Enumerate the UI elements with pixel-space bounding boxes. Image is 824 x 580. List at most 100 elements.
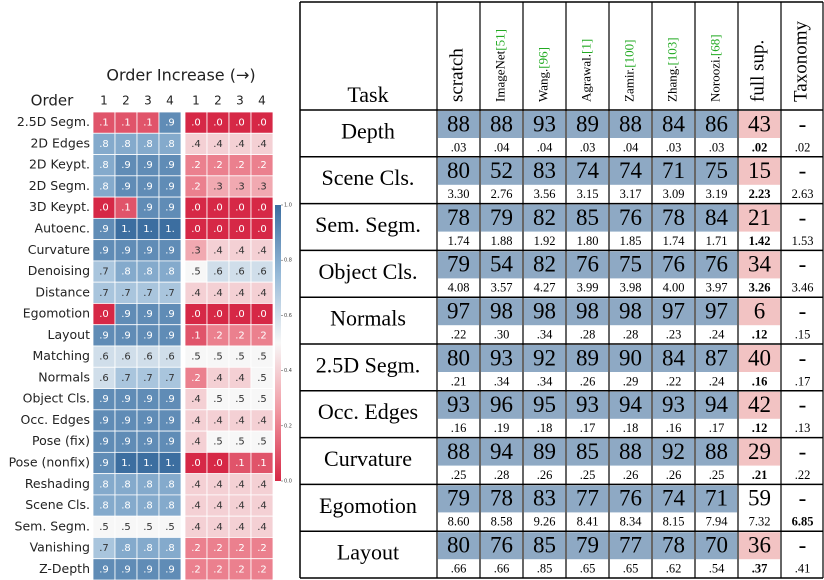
cell-bg — [481, 111, 522, 138]
cell-bg — [481, 345, 522, 372]
bottom-value: 8.15 — [663, 515, 685, 529]
cell-label: .4 — [213, 245, 223, 256]
cell-label: .8 — [165, 479, 175, 490]
cell-label: .9 — [121, 160, 131, 171]
row-label: Object Cls. — [23, 391, 90, 406]
cell-bg — [481, 532, 522, 560]
cell-label: .3 — [213, 181, 223, 192]
top-value: 85 — [576, 439, 599, 464]
bottom-value: .04 — [623, 140, 639, 154]
cell-label: .0 — [235, 203, 245, 214]
bottom-value: 7.32 — [749, 515, 771, 529]
cell-label: .9 — [165, 309, 175, 320]
row-label: Autoenc. — [35, 221, 90, 236]
cell-label: .8 — [99, 181, 109, 192]
column-name: Noroozi. — [707, 56, 722, 102]
bottom-value: 3.97 — [706, 281, 728, 295]
column-ref: [1] — [578, 39, 593, 54]
column-header: Wang.[96] — [535, 47, 550, 102]
cell-label: .9 — [99, 394, 109, 405]
column-name: ImageNet — [492, 50, 507, 102]
cell-label: .9 — [99, 415, 109, 426]
cell-bg — [610, 157, 651, 185]
cell-bg — [481, 157, 522, 185]
cell-bg — [653, 111, 694, 138]
bottom-value: .34 — [537, 327, 553, 341]
bottom-value: .23 — [666, 327, 682, 341]
cell-label: .9 — [143, 309, 153, 320]
top-value: 76 — [662, 252, 685, 277]
bottom-value: 8.60 — [448, 515, 470, 529]
cell-bg — [739, 345, 780, 372]
top-value: 42 — [748, 392, 771, 417]
cell-label: .9 — [99, 458, 109, 469]
row-label: Vanishing — [30, 540, 90, 555]
top-value: 85 — [533, 532, 556, 557]
cell-bg — [653, 532, 694, 560]
bottom-value: 1.92 — [534, 234, 556, 248]
cell-label: .4 — [257, 479, 267, 490]
cell-bg — [438, 111, 479, 138]
colorbar-tick-label: 1.0 — [284, 203, 292, 209]
column-name: full sup. — [748, 40, 769, 102]
cell-bg — [696, 157, 737, 185]
cell-label: .1 — [99, 118, 109, 129]
task-label: 2.5D Segm. — [316, 352, 421, 377]
top-value: 74 — [576, 158, 600, 183]
row-label: Sem. Segm. — [15, 518, 90, 533]
cell-label: .9 — [121, 330, 131, 341]
cell-label: .7 — [99, 267, 109, 278]
bottom-value: 4.08 — [448, 281, 470, 295]
bottom-value: .17 — [709, 421, 725, 435]
cell-label: .5 — [257, 394, 267, 405]
cell-label: .4 — [191, 479, 201, 490]
cell-bg — [567, 251, 608, 279]
bottom-value: .24 — [709, 327, 725, 341]
cell-label: .9 — [143, 181, 153, 192]
cell-bg — [524, 251, 565, 279]
column-name: scratch — [447, 48, 468, 102]
cell-label: .4 — [235, 373, 245, 384]
column-label: 3 — [236, 94, 244, 108]
cell-label: .2 — [213, 543, 223, 554]
top-value: 98 — [576, 298, 599, 323]
column-name: Agrawal. — [578, 54, 593, 102]
cell-bg — [739, 532, 780, 560]
row-label: Z-Depth — [39, 561, 90, 576]
cell-label: .2 — [257, 564, 267, 575]
top-value: 76 — [619, 486, 642, 511]
cell-bg — [696, 485, 737, 513]
cell-label: .7 — [99, 288, 109, 299]
cell-bg — [696, 111, 737, 138]
cell-bg — [438, 485, 479, 513]
colorbar-tick-label: 0.6 — [284, 313, 292, 319]
cell-label: .9 — [121, 394, 131, 405]
cell-label: .6 — [121, 352, 131, 363]
top-value: 78 — [662, 205, 685, 230]
cell-bg — [567, 485, 608, 513]
cell-label: .4 — [257, 415, 267, 426]
bottom-value: .62 — [666, 561, 682, 575]
cell-label: .9 — [165, 160, 175, 171]
top-value: 79 — [490, 205, 513, 230]
cell-label: .3 — [191, 245, 201, 256]
cell-label: .4 — [191, 394, 201, 405]
top-value: 88 — [447, 111, 470, 136]
bottom-value: 1.85 — [620, 234, 642, 248]
cell-label: .4 — [191, 437, 201, 448]
cell-label: .6 — [165, 352, 175, 363]
task-label: Curvature — [324, 446, 412, 471]
cell-label: .9 — [143, 564, 153, 575]
top-value: - — [799, 486, 807, 511]
cell-label: .9 — [143, 245, 153, 256]
bottom-value: 3.56 — [534, 187, 556, 201]
cell-label: .8 — [99, 160, 109, 171]
cell-label: 1. — [121, 458, 131, 469]
cell-label: .2 — [257, 543, 267, 554]
cell-bg — [524, 532, 565, 560]
bottom-value: .04 — [494, 140, 510, 154]
column-header: Agrawal.[1] — [578, 39, 593, 102]
cell-bg — [481, 391, 522, 419]
top-value: 79 — [447, 486, 470, 511]
bottom-value: 1.42 — [749, 234, 771, 248]
